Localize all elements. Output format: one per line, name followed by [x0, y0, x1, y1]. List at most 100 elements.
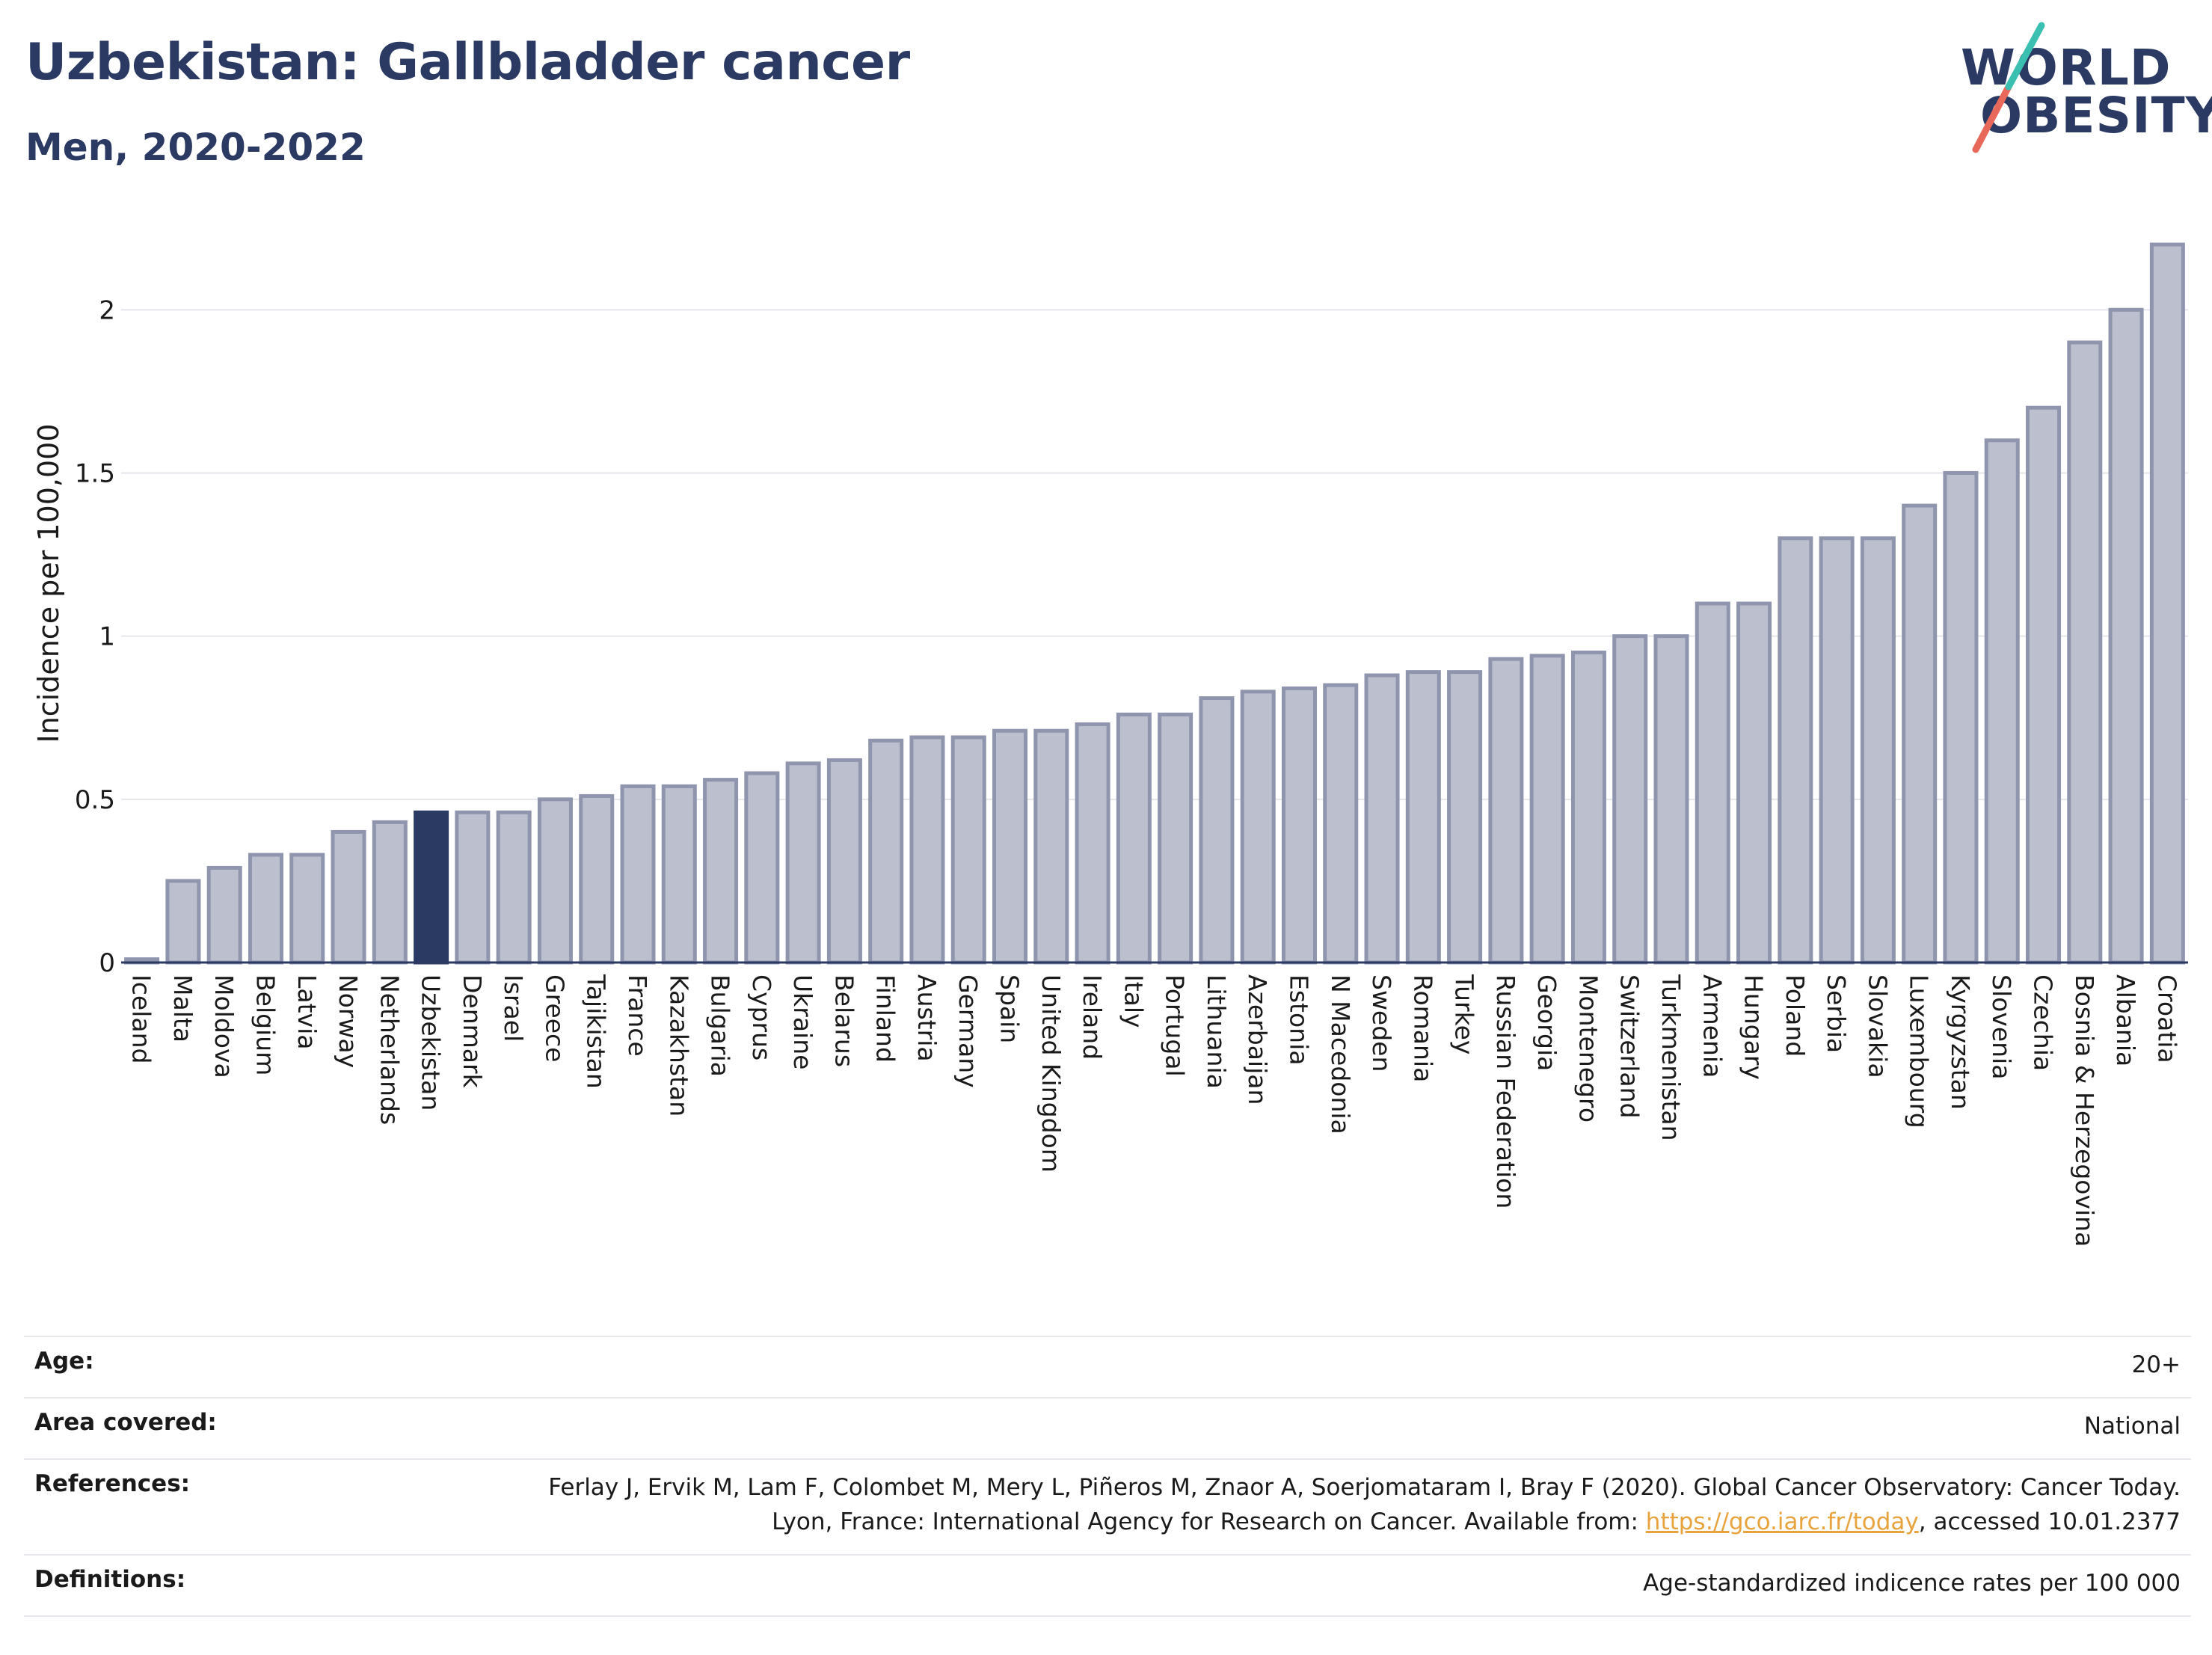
bar-turkmenistan[interactable] — [1653, 634, 1689, 965]
area-value: National — [494, 1397, 2191, 1460]
info-row-definitions: Definitions: Age-standardized indicence … — [24, 1554, 2191, 1617]
x-tick-label: N Macedonia — [1326, 974, 1355, 1134]
x-tick-label: Russian Federation — [1491, 974, 1520, 1209]
bar-turkey[interactable] — [1447, 670, 1483, 965]
x-tick-label: Moldova — [209, 974, 239, 1078]
bar-bulgaria[interactable] — [703, 778, 739, 965]
bar-kazakhstan[interactable] — [661, 784, 697, 965]
references-link[interactable]: https://gco.iarc.fr/today — [1645, 1508, 1919, 1535]
bar-united-kingdom[interactable] — [1033, 728, 1069, 965]
bar-georgia[interactable] — [1529, 654, 1565, 965]
bar-denmark[interactable] — [455, 810, 491, 965]
bar-luxembourg[interactable] — [1902, 503, 1938, 965]
x-tick-label: Romania — [1408, 974, 1437, 1082]
x-tick-label: Iceland — [127, 974, 156, 1063]
x-tick-label: Kazakhstan — [664, 974, 693, 1117]
bar-ukraine[interactable] — [785, 761, 821, 965]
x-tick-label: Turkmenistan — [1656, 974, 1686, 1141]
bar-romania[interactable] — [1405, 670, 1441, 965]
bar-portugal[interactable] — [1158, 712, 1193, 965]
references-accessed: , accessed 10.01.2377 — [1918, 1508, 2181, 1535]
bar-belgium[interactable] — [248, 853, 283, 965]
x-tick-label: Spain — [995, 974, 1024, 1043]
x-tick-label: Belgium — [251, 974, 280, 1075]
bar-slovakia[interactable] — [1860, 536, 1896, 965]
y-tick-label: 1.5 — [75, 458, 115, 488]
bar-lithuania[interactable] — [1199, 696, 1235, 965]
x-tick-label: Kyrgyzstan — [1946, 974, 1975, 1110]
x-tick-label: Italy — [1119, 974, 1148, 1028]
bar-italy[interactable] — [1116, 712, 1152, 965]
x-tick-label: Armenia — [1698, 974, 1727, 1078]
bars — [124, 242, 2185, 965]
bar-finland[interactable] — [868, 738, 904, 965]
logo-line-1: WORLD — [1961, 39, 2172, 96]
y-tick-labels: 0 0.5 1 1.5 2 — [75, 295, 115, 978]
bar-kyrgyzstan[interactable] — [1943, 470, 1979, 965]
x-tick-label: Sweden — [1367, 974, 1396, 1072]
bar-sweden[interactable] — [1364, 673, 1400, 965]
references-label: References: — [24, 1458, 494, 1556]
x-tick-label: Greece — [540, 974, 569, 1062]
logo-slash-icon — [1972, 22, 2045, 153]
bar-germany[interactable] — [950, 735, 986, 965]
logo-line-2: OBESITY — [1980, 87, 2212, 144]
y-tick-label: 2 — [99, 295, 115, 325]
x-tick-label: Turkey — [1450, 974, 1479, 1054]
x-tick-label: Czechia — [2029, 974, 2058, 1071]
x-tick-label: Bosnia & Herzegovina — [2070, 974, 2099, 1247]
bar-estonia[interactable] — [1281, 686, 1317, 965]
age-label: Age: — [24, 1336, 494, 1398]
bar-azerbaijan[interactable] — [1240, 690, 1276, 965]
y-tick-label: 1 — [99, 622, 115, 652]
bar-poland[interactable] — [1778, 536, 1813, 965]
bar-netherlands[interactable] — [372, 820, 408, 965]
age-value: 20+ — [494, 1336, 2191, 1398]
bar-spain[interactable] — [992, 728, 1028, 965]
x-tick-label: Poland — [1781, 974, 1810, 1057]
bar-bosnia-herzegovina[interactable] — [2067, 340, 2103, 965]
world-obesity-logo: WORLD OBESITY — [1950, 21, 2212, 163]
bar-belarus[interactable] — [826, 758, 862, 965]
bar-austria[interactable] — [909, 735, 945, 965]
x-tick-label: Serbia — [1822, 974, 1851, 1053]
bar-moldova[interactable] — [206, 865, 242, 965]
bar-croatia[interactable] — [2149, 242, 2185, 965]
x-tick-label: Albania — [2111, 974, 2140, 1066]
y-axis-label: Incidence per 100,000 — [32, 423, 65, 743]
bar-hungary[interactable] — [1736, 601, 1772, 965]
bar-norway[interactable] — [331, 829, 366, 965]
bar-tajikistan[interactable] — [579, 793, 615, 965]
bar-france[interactable] — [620, 784, 656, 965]
x-tick-label: Ukraine — [788, 974, 817, 1069]
bar-czechia[interactable] — [2026, 405, 2062, 965]
bar-israel[interactable] — [496, 810, 532, 965]
bar-greece[interactable] — [537, 797, 573, 965]
bar-uzbekistan[interactable] — [414, 810, 449, 965]
x-tick-label: Estonia — [1284, 974, 1313, 1065]
bar-russian-federation[interactable] — [1488, 657, 1524, 965]
definitions-label: Definitions: — [24, 1554, 494, 1617]
x-tick-label: Norway — [334, 974, 363, 1068]
definitions-value: Age-standardized indicence rates per 100… — [494, 1554, 2191, 1617]
info-table: Age: 20+ Area covered: National Referenc… — [24, 1336, 2191, 1617]
bar-latvia[interactable] — [289, 853, 325, 965]
x-tick-label: Denmark — [458, 974, 487, 1089]
bar-malta[interactable] — [165, 879, 201, 965]
bar-slovenia[interactable] — [1984, 438, 2020, 965]
bar-albania[interactable] — [2108, 307, 2144, 965]
x-tick-label: Belarus — [829, 974, 858, 1067]
x-tick-label: Malta — [168, 974, 197, 1043]
bar-armenia[interactable] — [1695, 601, 1730, 965]
chart-title: Uzbekistan: Gallbladder cancer — [25, 33, 910, 92]
x-tick-label: Israel — [499, 974, 528, 1042]
bar-cyprus[interactable] — [744, 771, 780, 965]
bar-montenegro[interactable] — [1570, 650, 1606, 965]
x-tick-label: Montenegro — [1573, 974, 1603, 1123]
bar-switzerland[interactable] — [1612, 634, 1648, 965]
bar-ireland[interactable] — [1075, 722, 1110, 965]
bar-n-macedonia[interactable] — [1323, 683, 1359, 965]
bar-serbia[interactable] — [1819, 536, 1855, 965]
chart-subtitle: Men, 2020-2022 — [25, 126, 366, 169]
x-tick-labels: Iceland Malta Moldova Belgium Latvia Norway Ne… — [127, 974, 2182, 1247]
